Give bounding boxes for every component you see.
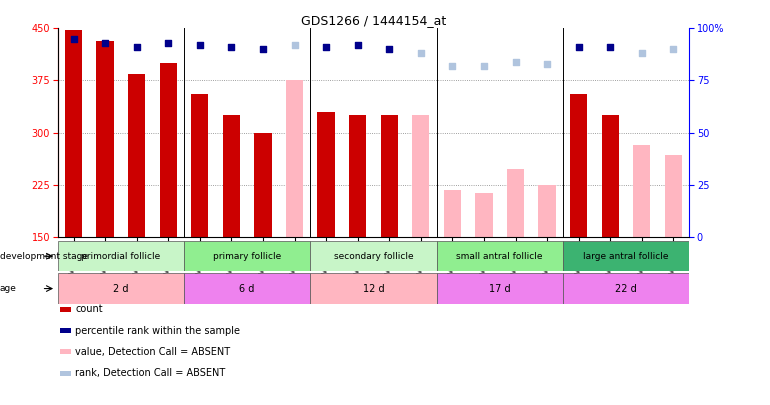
- Bar: [601, 115, 619, 237]
- Bar: [184, 241, 310, 271]
- Bar: [128, 74, 146, 237]
- Bar: [570, 94, 588, 237]
- Point: [162, 40, 174, 46]
- Text: secondary follicle: secondary follicle: [333, 252, 413, 261]
- Bar: [563, 273, 689, 304]
- Bar: [437, 273, 563, 304]
- Bar: [317, 112, 335, 237]
- Text: 2 d: 2 d: [113, 284, 129, 294]
- Bar: [191, 94, 209, 237]
- Text: percentile rank within the sample: percentile rank within the sample: [75, 326, 240, 336]
- Text: 12 d: 12 d: [363, 284, 384, 294]
- Bar: [286, 81, 303, 237]
- Bar: [507, 169, 524, 237]
- Point: [383, 46, 396, 52]
- Bar: [310, 241, 437, 271]
- Bar: [223, 115, 240, 237]
- Point: [667, 46, 680, 52]
- Point: [225, 44, 237, 50]
- Bar: [538, 185, 556, 237]
- Point: [68, 36, 80, 42]
- Point: [447, 63, 459, 69]
- Text: primordial follicle: primordial follicle: [82, 252, 160, 261]
- Bar: [65, 30, 82, 237]
- Bar: [60, 328, 71, 333]
- Title: GDS1266 / 1444154_at: GDS1266 / 1444154_at: [301, 14, 446, 27]
- Bar: [60, 349, 71, 354]
- Point: [131, 44, 143, 50]
- Point: [541, 61, 553, 67]
- Point: [194, 42, 206, 48]
- Text: age: age: [0, 284, 17, 293]
- Bar: [58, 241, 184, 271]
- Text: rank, Detection Call = ABSENT: rank, Detection Call = ABSENT: [75, 368, 226, 378]
- Bar: [58, 273, 184, 304]
- Bar: [665, 155, 682, 237]
- Text: count: count: [75, 304, 103, 314]
- Bar: [412, 115, 430, 237]
- Point: [572, 44, 585, 50]
- Bar: [633, 145, 651, 237]
- Text: large antral follicle: large antral follicle: [583, 252, 669, 261]
- Text: development stage: development stage: [0, 252, 88, 261]
- Text: 6 d: 6 d: [239, 284, 255, 294]
- Point: [320, 44, 333, 50]
- Bar: [563, 241, 689, 271]
- Bar: [184, 273, 310, 304]
- Point: [99, 40, 111, 46]
- Point: [351, 42, 363, 48]
- Point: [604, 44, 616, 50]
- Bar: [254, 132, 272, 237]
- Bar: [444, 190, 461, 237]
- Bar: [96, 41, 114, 237]
- Bar: [159, 63, 177, 237]
- Bar: [437, 241, 563, 271]
- Text: small antral follicle: small antral follicle: [457, 252, 543, 261]
- Text: value, Detection Call = ABSENT: value, Detection Call = ABSENT: [75, 347, 230, 357]
- Text: 22 d: 22 d: [615, 284, 637, 294]
- Bar: [310, 273, 437, 304]
- Point: [635, 50, 648, 57]
- Text: primary follicle: primary follicle: [213, 252, 281, 261]
- Point: [414, 50, 427, 57]
- Bar: [60, 307, 71, 312]
- Bar: [475, 193, 493, 237]
- Point: [510, 58, 522, 65]
- Text: 17 d: 17 d: [489, 284, 511, 294]
- Bar: [349, 115, 367, 237]
- Point: [477, 63, 490, 69]
- Point: [288, 42, 300, 48]
- Bar: [60, 371, 71, 376]
- Point: [257, 46, 270, 52]
- Bar: [380, 115, 398, 237]
